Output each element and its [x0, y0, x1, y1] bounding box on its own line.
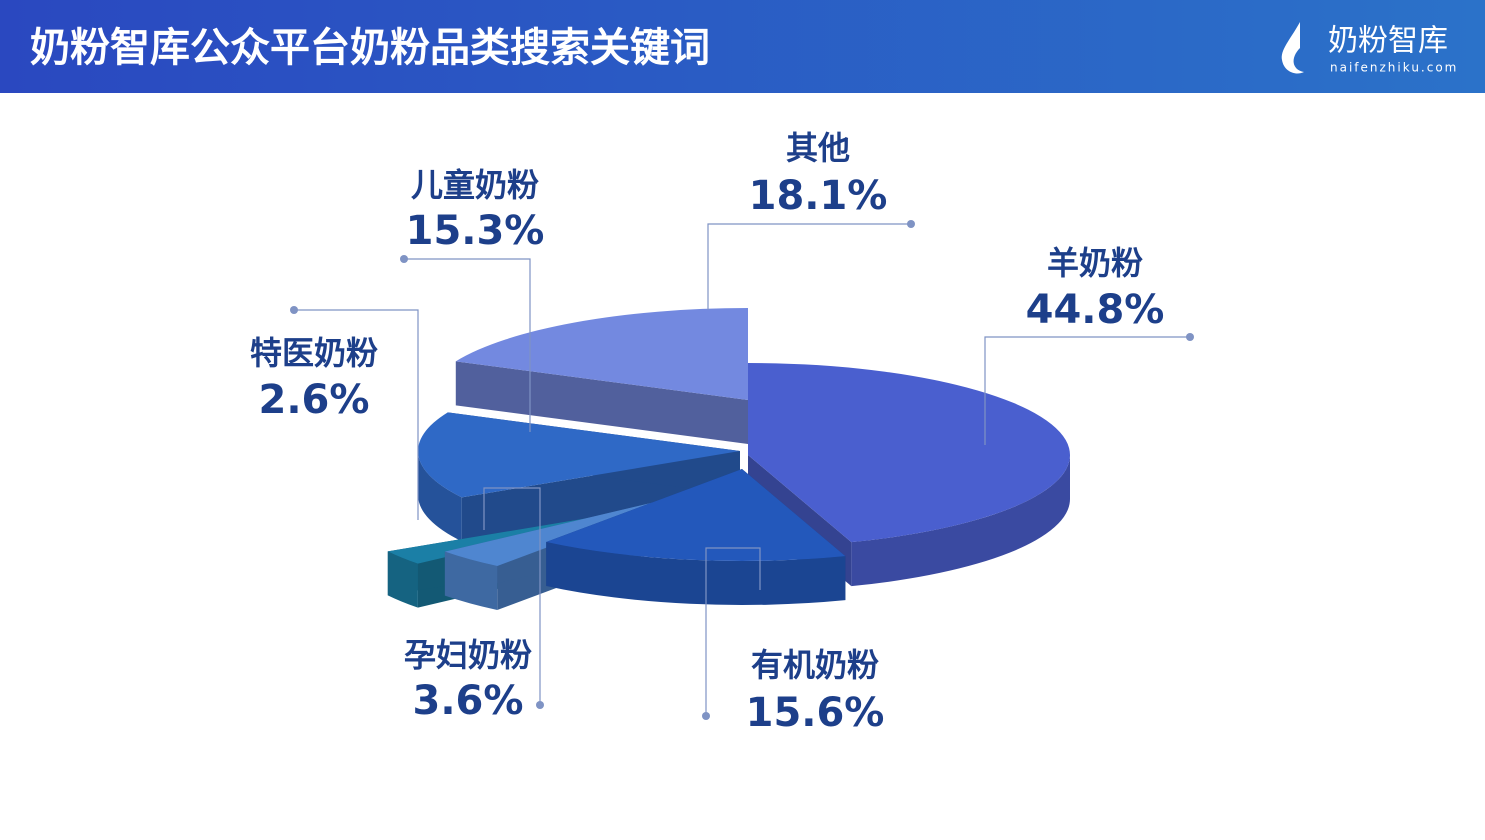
- logo-icon: [1281, 22, 1304, 74]
- logo-text: 奶粉智库: [1328, 24, 1448, 59]
- leader-dot: [907, 220, 915, 228]
- value-label: 15.3%: [406, 208, 545, 254]
- value-label: 44.8%: [1026, 287, 1165, 333]
- pie: [387, 308, 1071, 611]
- value-label: 3.6%: [413, 678, 524, 724]
- slice-side: [418, 451, 462, 542]
- leader-line: [404, 258, 531, 432]
- leader-line: [483, 487, 541, 705]
- labels: 羊奶粉 44.8% 有机奶粉 15.6% 孕妇奶粉 3.6% 特医奶粉 2.6% 儿童奶粉 15.…: [250, 129, 1194, 736]
- logo-subtitle: naifenzhiku.com: [1330, 61, 1458, 75]
- slice: [455, 308, 748, 400]
- category-label: 其他: [786, 129, 850, 167]
- leader-dot: [1186, 333, 1194, 341]
- leader-dot: [290, 306, 298, 314]
- slice-side: [444, 551, 498, 611]
- value-label: 15.6%: [746, 690, 885, 736]
- slice-group: [417, 412, 740, 542]
- value-label: 18.1%: [749, 173, 888, 219]
- category-label: 儿童奶粉: [411, 166, 539, 204]
- leader-line: [705, 547, 761, 716]
- leader-line: [294, 309, 419, 520]
- category-label: 有机奶粉: [751, 646, 879, 684]
- leader-dot: [536, 701, 544, 709]
- header-bar: [0, 0, 1485, 93]
- slice: [546, 469, 846, 561]
- slice-group: [546, 469, 846, 606]
- slice-side: [546, 542, 846, 606]
- slice: [748, 363, 1071, 543]
- slice-side: [455, 361, 748, 444]
- slice-group: [455, 308, 748, 444]
- leader-line: [707, 223, 911, 310]
- category-label: 羊奶粉: [1047, 244, 1143, 282]
- value-label: 2.6%: [259, 377, 370, 423]
- category-label: 特医奶粉: [250, 334, 378, 372]
- slice-side: [851, 455, 1070, 587]
- leader-line: [984, 336, 1190, 445]
- leader-dot: [702, 712, 710, 720]
- category-label: 孕妇奶粉: [404, 636, 532, 674]
- chart-title: 奶粉智库公众平台奶粉品类搜索关键词: [30, 25, 710, 71]
- slice-side: [387, 551, 418, 608]
- slice: [417, 412, 740, 498]
- leader-dot: [400, 255, 408, 263]
